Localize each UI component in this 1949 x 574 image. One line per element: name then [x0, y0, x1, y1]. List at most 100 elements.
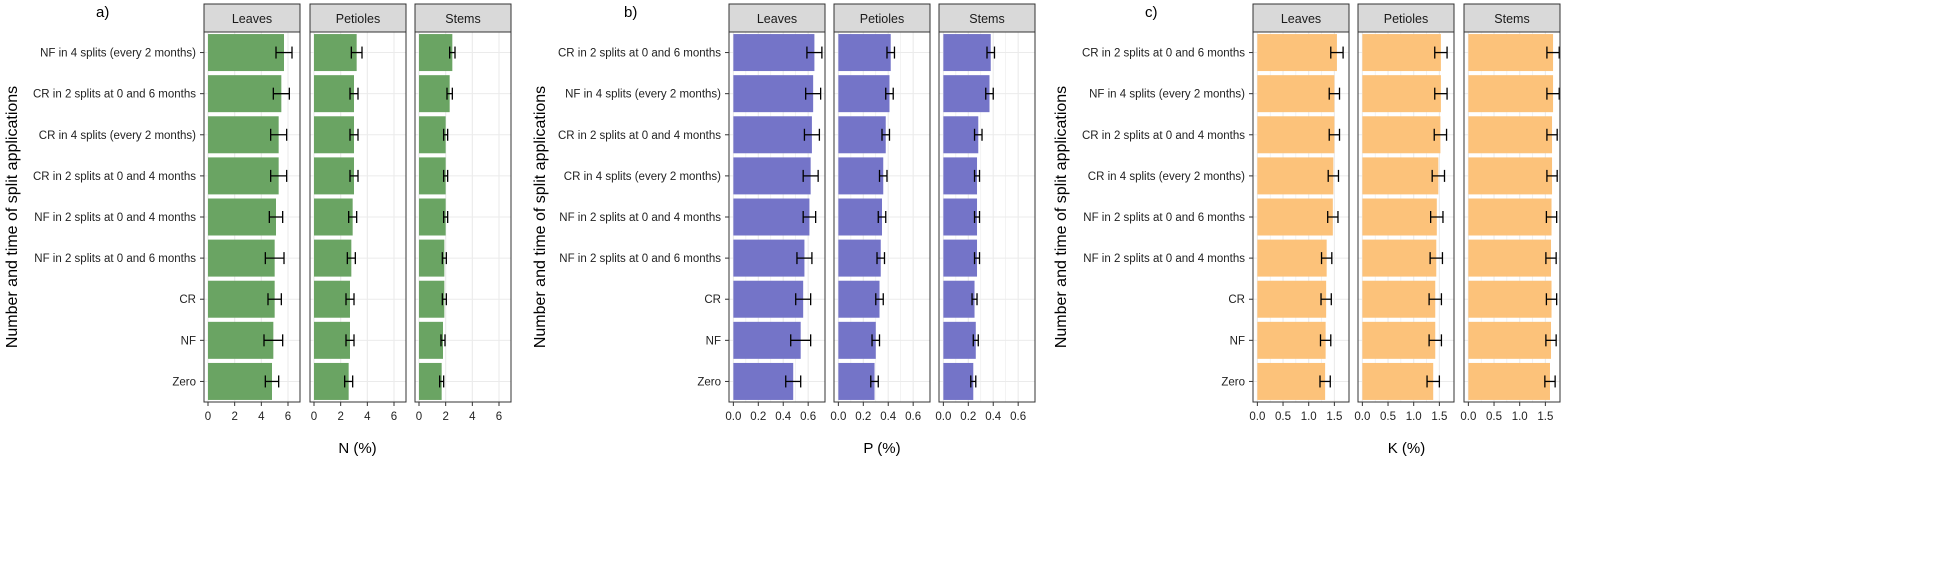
bar	[838, 239, 881, 277]
facet-strip	[833, 3, 931, 33]
bar	[733, 116, 812, 154]
x-tick-label: 1.0	[1406, 411, 1422, 423]
bar	[1468, 362, 1550, 400]
bar	[943, 198, 978, 236]
bar	[1257, 362, 1326, 400]
panel-border	[728, 31, 826, 403]
bar	[838, 362, 875, 400]
panel-border	[203, 31, 301, 403]
bar	[314, 75, 354, 113]
facet-strip-label: Stems	[969, 12, 1004, 26]
category-label: CR in 2 splits at 0 and 6 months	[33, 89, 196, 101]
x-tick-label: 0.2	[960, 411, 976, 423]
bar	[838, 34, 891, 72]
x-tick-label: 0.0	[830, 411, 846, 423]
category-label: CR in 4 splits (every 2 months)	[1088, 171, 1245, 183]
bar	[733, 75, 814, 113]
x-tick-label: 2	[337, 411, 343, 423]
category-label: CR in 2 splits at 0 and 4 months	[1082, 130, 1245, 142]
panel-border	[1252, 31, 1350, 403]
bar	[1257, 280, 1327, 318]
x-axis-title: K (%)	[1388, 440, 1426, 457]
bar	[1468, 280, 1552, 318]
bar	[208, 34, 284, 72]
x-tick-label: 2	[231, 411, 237, 423]
bar	[1468, 75, 1554, 113]
x-tick-label: 0.4	[880, 411, 897, 423]
bar	[314, 239, 352, 277]
x-tick-label: 0.5	[1380, 411, 1396, 423]
category-label: NF in 2 splits at 0 and 6 months	[1083, 212, 1245, 224]
x-tick-label: 0	[205, 411, 211, 423]
panel-label: c)	[1145, 4, 1158, 21]
bar	[1468, 34, 1554, 72]
bar	[1257, 321, 1326, 359]
chart-panel-2: b) Number and time of split applications C…	[532, 3, 1036, 457]
bar	[419, 116, 446, 154]
facet-strip	[1463, 3, 1561, 33]
bar	[1362, 239, 1437, 277]
category-label: Zero	[172, 376, 196, 388]
facet-strip	[1357, 3, 1455, 33]
bar	[838, 116, 886, 154]
y-axis-title: Number and time of split applications	[532, 86, 549, 348]
panel-border	[938, 31, 1036, 403]
category-label: CR	[704, 294, 721, 306]
panel-border	[414, 31, 512, 403]
bar	[733, 239, 805, 277]
bar	[1362, 75, 1441, 113]
category-label: NF	[181, 335, 196, 347]
bar	[1468, 116, 1553, 154]
category-label: Zero	[1221, 376, 1245, 388]
y-axis-title: Number and time of split applications	[4, 86, 21, 348]
x-tick-label: 0.0	[1249, 411, 1265, 423]
bar	[314, 116, 354, 154]
bar	[943, 157, 978, 195]
facet-strip-label: Petioles	[860, 12, 904, 26]
bar	[838, 198, 882, 236]
x-tick-label: 0	[416, 411, 422, 423]
panel-border	[1357, 31, 1455, 403]
facet-strip	[309, 3, 407, 33]
bar	[419, 198, 446, 236]
x-tick-label: 0.6	[1010, 411, 1026, 423]
x-tick-label: 4	[364, 411, 371, 423]
bar	[1468, 198, 1552, 236]
category-label: CR in 2 splits at 0 and 4 months	[33, 171, 196, 183]
x-tick-label: 0.2	[855, 411, 871, 423]
bar	[1257, 34, 1337, 72]
bar	[1257, 239, 1327, 277]
bar	[208, 362, 272, 400]
x-tick-label: 0.5	[1275, 411, 1291, 423]
bar	[314, 321, 350, 359]
category-label: NF in 2 splits at 0 and 4 months	[34, 212, 196, 224]
bar	[943, 362, 974, 400]
x-tick-label: 1.0	[1512, 411, 1528, 423]
bar	[1468, 157, 1553, 195]
panel-border	[1463, 31, 1561, 403]
bar	[838, 280, 880, 318]
bar	[1362, 116, 1441, 154]
category-label: CR	[1228, 294, 1245, 306]
category-label: CR in 4 splits (every 2 months)	[564, 171, 721, 183]
x-tick-label: 6	[391, 411, 397, 423]
category-label: Zero	[697, 376, 721, 388]
x-axis-title: P (%)	[863, 440, 900, 457]
bar	[1257, 116, 1335, 154]
bar	[1257, 75, 1335, 113]
category-label: NF	[706, 335, 721, 347]
bar	[1257, 157, 1334, 195]
x-tick-label: 0.5	[1486, 411, 1502, 423]
bar	[943, 321, 976, 359]
facet-strip	[938, 3, 1036, 33]
bar	[1362, 198, 1437, 236]
facet-strip	[203, 3, 301, 33]
facet-strip	[414, 3, 512, 33]
x-tick-label: 0.6	[905, 411, 921, 423]
x-tick-label: 6	[496, 411, 502, 423]
facet-strip-label: Petioles	[1384, 12, 1428, 26]
bar	[1362, 321, 1436, 359]
category-label: CR in 2 splits at 0 and 6 months	[558, 48, 721, 60]
bar	[208, 198, 276, 236]
